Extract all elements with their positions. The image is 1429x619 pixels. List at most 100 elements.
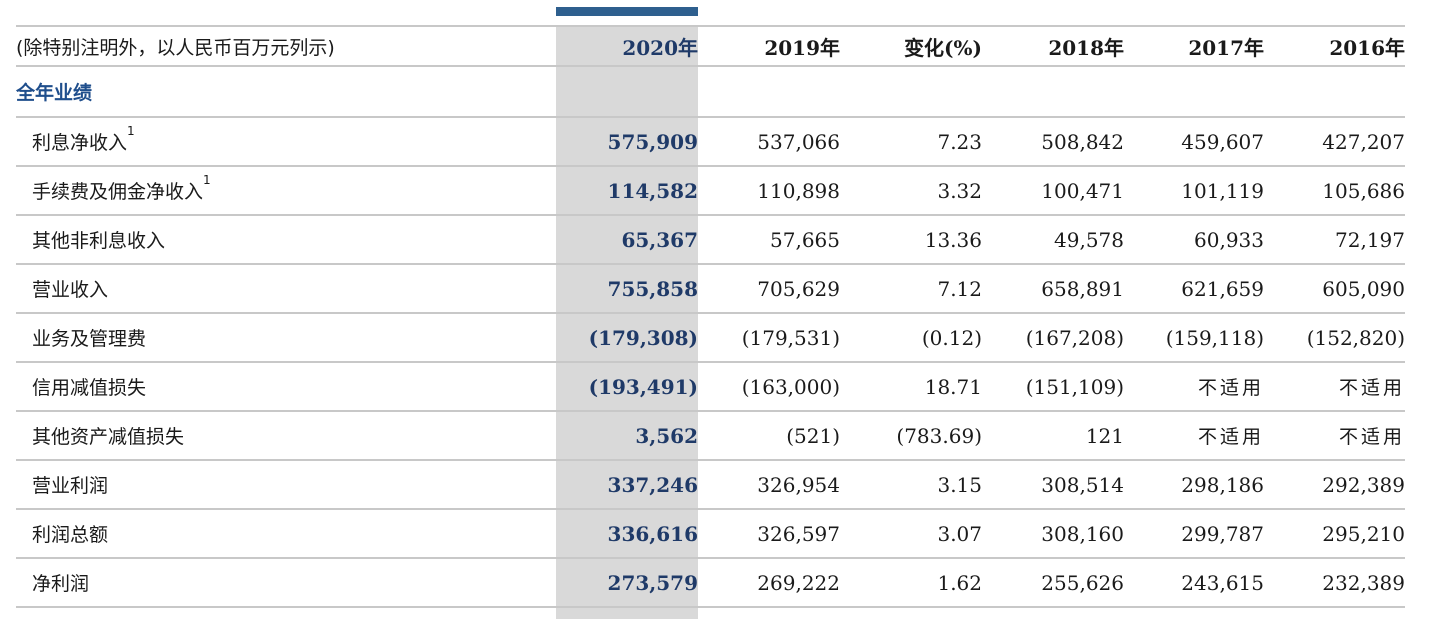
value-cell: 57,665: [698, 215, 840, 265]
annual-results-table: (除特别注明外，以人民币百万元列示) 2020年 2019年 变化(%) 201…: [16, 25, 1405, 608]
row-label: 利润总额: [16, 509, 556, 559]
value-cell: (179,531): [698, 313, 840, 363]
table-row: 利息净收入1 575,909 537,066 7.23 508,842 459,607 42…: [16, 117, 1405, 167]
table-row: 利润总额 336,616 326,597 3.07 308,160 299,787 295,…: [16, 509, 1405, 559]
value-cell: (159,118): [1124, 313, 1264, 363]
value-cell: 295,210: [1264, 509, 1405, 559]
value-cell: 575,909: [556, 117, 698, 167]
col-header-2020: 2020年: [556, 25, 698, 67]
value-cell: 232,389: [1264, 558, 1405, 608]
value-cell: 100,471: [982, 166, 1124, 216]
row-label: 其他非利息收入: [16, 215, 556, 265]
value-cell: (193,491): [556, 362, 698, 412]
unit-note: (除特别注明外，以人民币百万元列示): [16, 25, 556, 67]
row-label: 净利润: [16, 558, 556, 608]
row-label-text: 营业利润: [32, 475, 109, 497]
table-row: 营业利润 337,246 326,954 3.15 308,514 298,186 292,…: [16, 460, 1405, 510]
value-cell: 755,858: [556, 264, 698, 314]
table-row: 信用减值损失 (193,491) (163,000) 18.71 (151,109) 不适…: [16, 362, 1405, 412]
row-label-text: 利息净收入: [32, 132, 128, 154]
section-row: 全年业绩: [16, 66, 1405, 118]
value-cell: 459,607: [1124, 117, 1264, 167]
value-cell: 不适用: [1264, 411, 1405, 461]
value-cell: 不适用: [1124, 411, 1264, 461]
row-label: 业务及管理费: [16, 313, 556, 363]
value-cell: 18.71: [840, 362, 982, 412]
value-cell: 308,160: [982, 509, 1124, 559]
table-row: 净利润 273,579 269,222 1.62 255,626 243,615 232,3…: [16, 558, 1405, 608]
table-row: 业务及管理费 (179,308) (179,531) (0.12) (167,208)(…: [16, 313, 1405, 363]
col-header-2019: 2019年: [698, 25, 840, 67]
value-cell: (151,109): [982, 362, 1124, 412]
row-label: 信用减值损失: [16, 362, 556, 412]
value-cell: (521): [698, 411, 840, 461]
footnote-marker: 1: [127, 124, 135, 138]
value-cell: 705,629: [698, 264, 840, 314]
row-label: 其他资产减值损失: [16, 411, 556, 461]
value-cell: 3.32: [840, 166, 982, 216]
footnote-marker: 1: [203, 173, 211, 187]
value-cell: 621,659: [1124, 264, 1264, 314]
col-header-2017: 2017年: [1124, 25, 1264, 67]
value-cell: 7.23: [840, 117, 982, 167]
value-cell: 508,842: [982, 117, 1124, 167]
row-label-text: 其他非利息收入: [32, 230, 166, 252]
col-header-2016: 2016年: [1264, 25, 1405, 67]
value-cell: 3.07: [840, 509, 982, 559]
value-cell: 255,626: [982, 558, 1124, 608]
value-cell: 65,367: [556, 215, 698, 265]
value-cell: 243,615: [1124, 558, 1264, 608]
row-label-text: 净利润: [32, 573, 90, 595]
value-cell: 427,207: [1264, 117, 1405, 167]
row-label: 营业收入: [16, 264, 556, 314]
col-header-2018: 2018年: [982, 25, 1124, 67]
table-row: 营业收入 755,858 705,629 7.12 658,891 621,659 605,…: [16, 264, 1405, 314]
value-cell: 13.36: [840, 215, 982, 265]
value-cell: 292,389: [1264, 460, 1405, 510]
row-label: 利息净收入1: [16, 117, 556, 167]
value-cell: 72,197: [1264, 215, 1405, 265]
value-cell: 273,579: [556, 558, 698, 608]
value-cell: 326,597: [698, 509, 840, 559]
table-row: 其他非利息收入 65,367 57,665 13.36 49,578 60,933 72,1…: [16, 215, 1405, 265]
section-title: 全年业绩: [16, 66, 556, 118]
value-cell: 337,246: [556, 460, 698, 510]
value-cell: (783.69): [840, 411, 982, 461]
table-row: 其他资产减值损失 3,562 (521) (783.69) 121 不适用 不适用: [16, 411, 1405, 461]
value-cell: 1.62: [840, 558, 982, 608]
value-cell: 269,222: [698, 558, 840, 608]
row-label-text: 手续费及佣金净收入: [32, 181, 204, 203]
row-label-text: 营业收入: [32, 279, 109, 301]
value-cell: 不适用: [1124, 362, 1264, 412]
value-cell: 105,686: [1264, 166, 1405, 216]
value-cell: 605,090: [1264, 264, 1405, 314]
value-cell: 308,514: [982, 460, 1124, 510]
row-label-text: 业务及管理费: [32, 328, 147, 350]
value-cell: 121: [982, 411, 1124, 461]
value-cell: 60,933: [1124, 215, 1264, 265]
value-cell: (163,000): [698, 362, 840, 412]
value-cell: 110,898: [698, 166, 840, 216]
highlight-column-top-bar: [556, 7, 698, 16]
value-cell: 658,891: [982, 264, 1124, 314]
row-label-text: 利润总额: [32, 524, 109, 546]
value-cell: (152,820): [1264, 313, 1405, 363]
row-label: 营业利润: [16, 460, 556, 510]
value-cell: 336,616: [556, 509, 698, 559]
table-header-row: (除特别注明外，以人民币百万元列示) 2020年 2019年 变化(%) 201…: [16, 25, 1405, 67]
row-label-text: 其他资产减值损失: [32, 426, 185, 448]
value-cell: (179,308): [556, 313, 698, 363]
value-cell: (167,208): [982, 313, 1124, 363]
col-header-change: 变化(%): [840, 25, 982, 67]
value-cell: 3.15: [840, 460, 982, 510]
value-cell: 537,066: [698, 117, 840, 167]
row-label-text: 信用减值损失: [32, 377, 147, 399]
table-row: 手续费及佣金净收入1 114,582 110,898 3.32 100,471 101,1…: [16, 166, 1405, 216]
value-cell: 326,954: [698, 460, 840, 510]
value-cell: 7.12: [840, 264, 982, 314]
value-cell: 3,562: [556, 411, 698, 461]
value-cell: (0.12): [840, 313, 982, 363]
value-cell: 不适用: [1264, 362, 1405, 412]
row-label: 手续费及佣金净收入1: [16, 166, 556, 216]
value-cell: 101,119: [1124, 166, 1264, 216]
